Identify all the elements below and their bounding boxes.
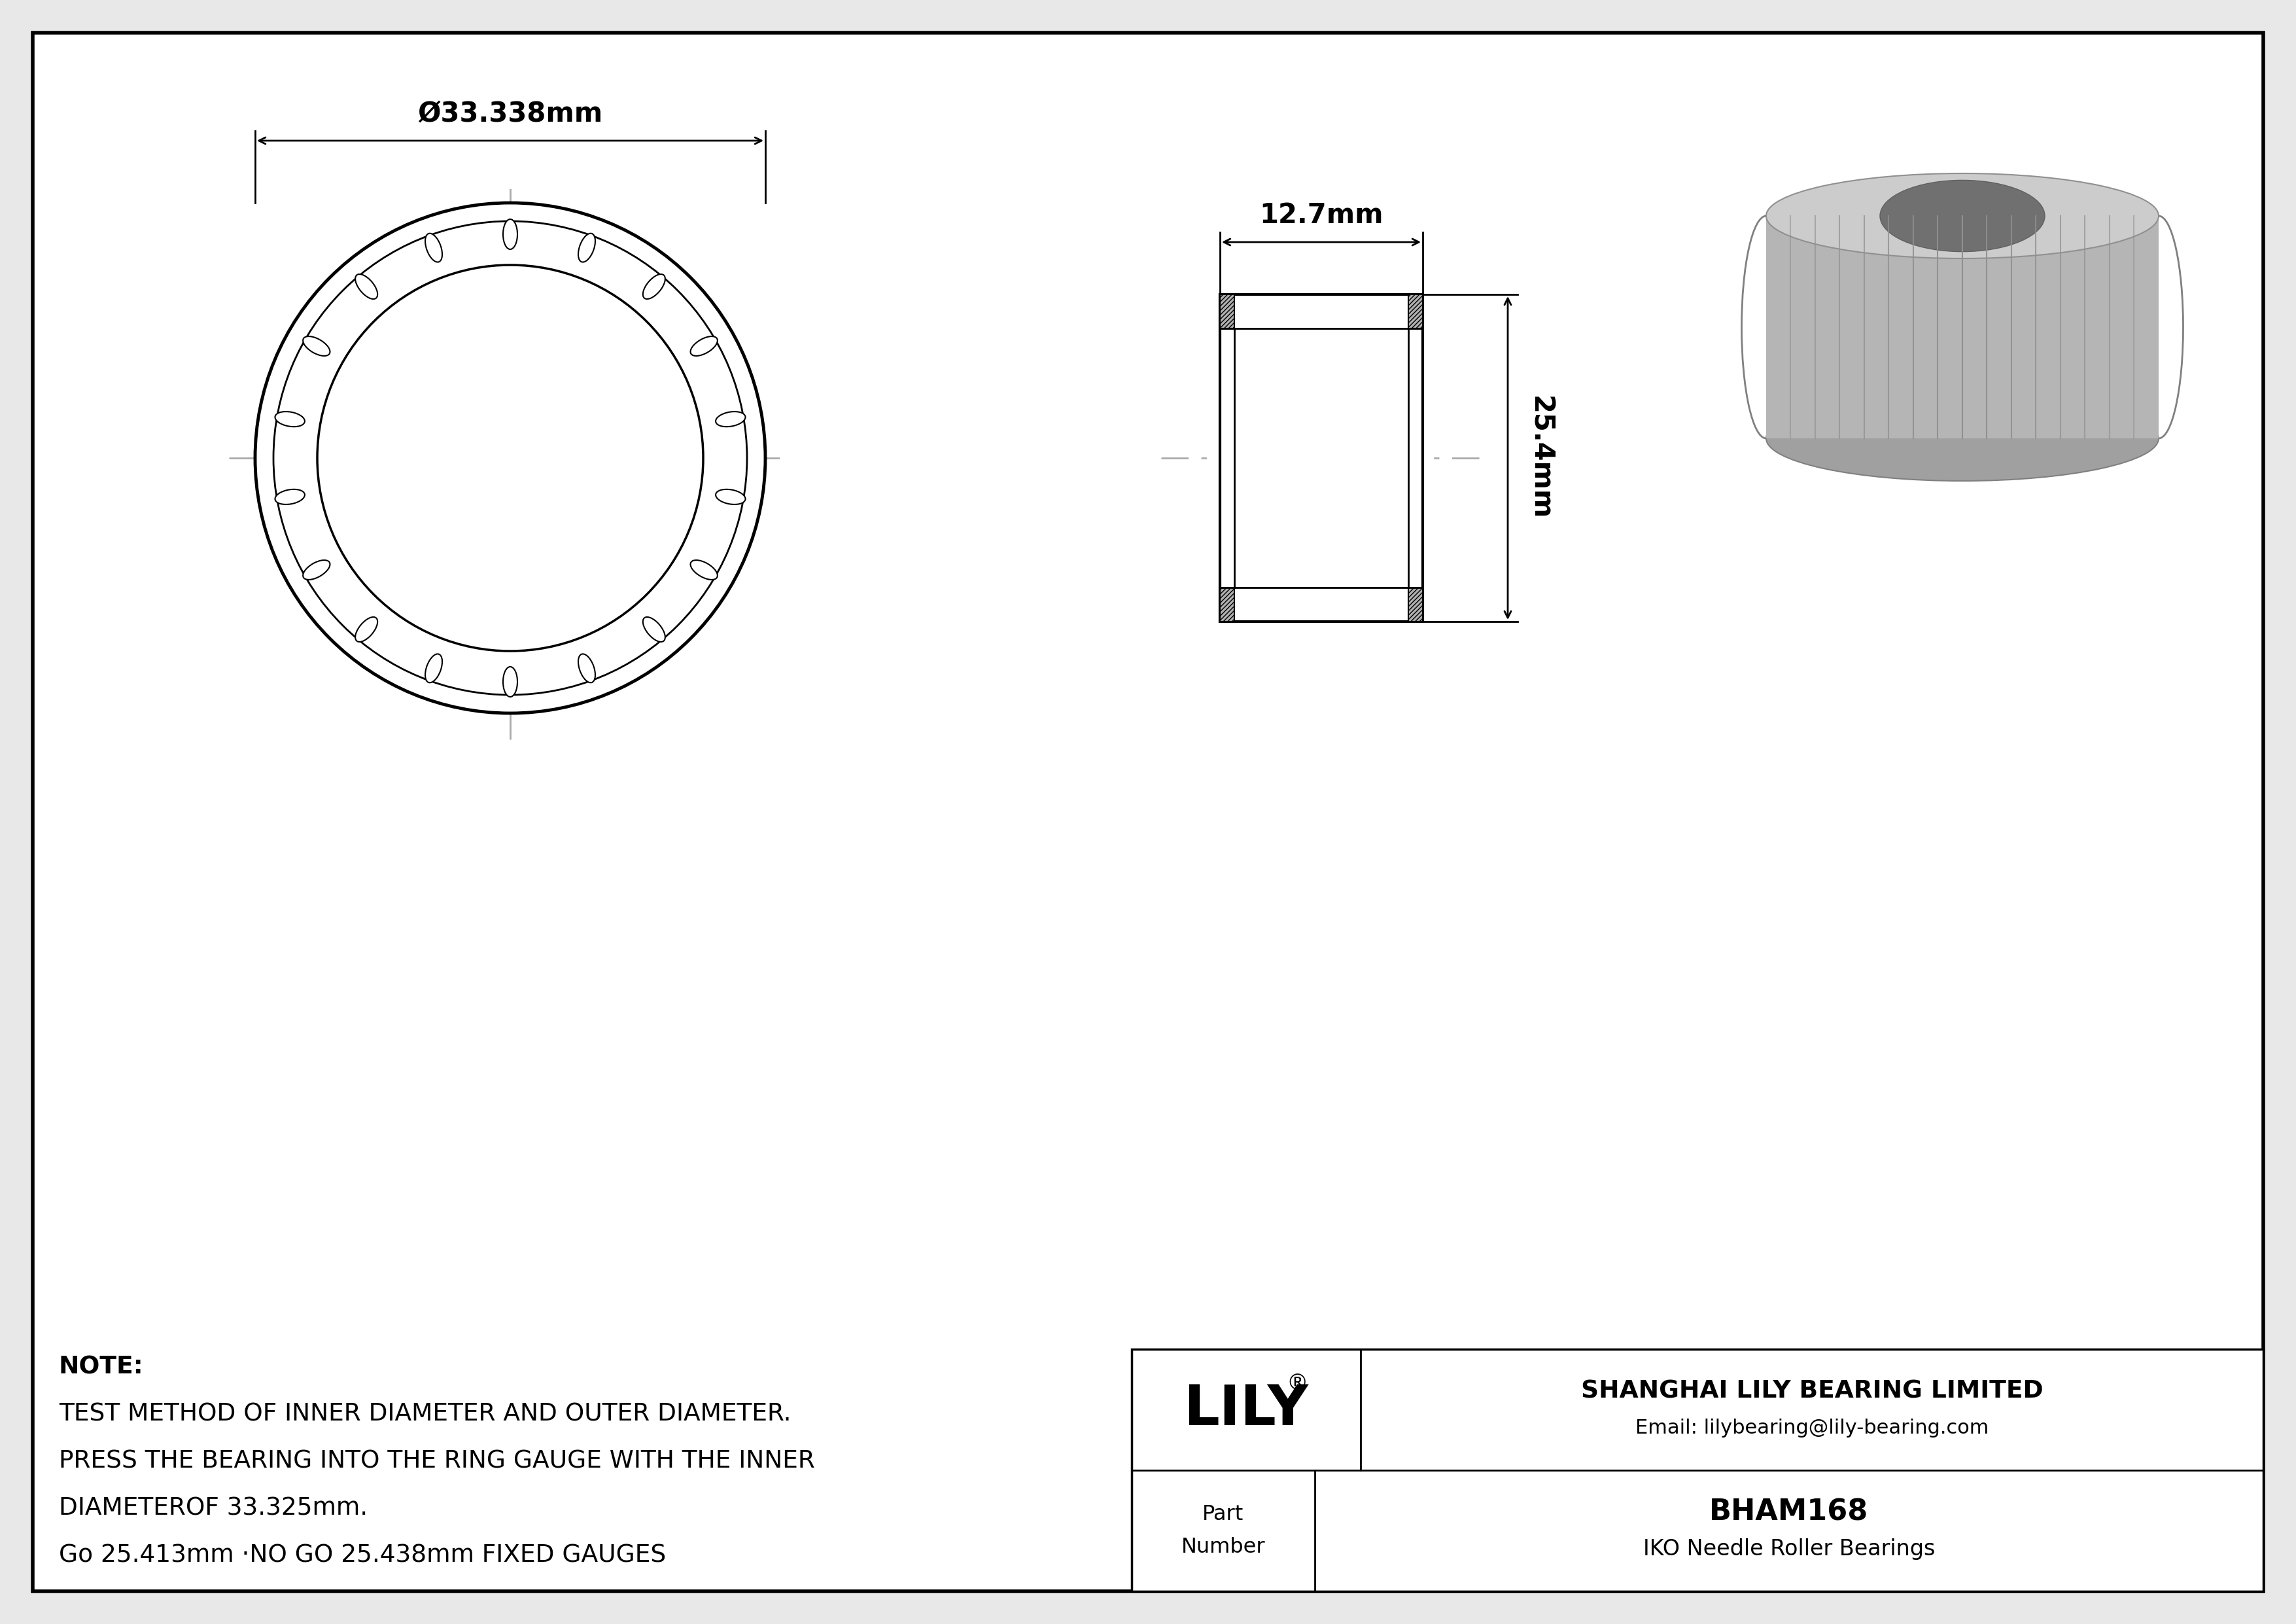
- Bar: [1219, 294, 1235, 328]
- Bar: [1766, 216, 2158, 438]
- Bar: [1407, 588, 1424, 622]
- Text: Ø33.338mm: Ø33.338mm: [418, 101, 604, 128]
- Bar: [1219, 294, 1424, 622]
- Ellipse shape: [503, 667, 517, 697]
- Bar: [1407, 294, 1424, 328]
- Ellipse shape: [691, 336, 716, 356]
- Ellipse shape: [1766, 174, 2158, 258]
- Ellipse shape: [303, 560, 331, 580]
- Text: IKO Needle Roller Bearings: IKO Needle Roller Bearings: [1644, 1538, 1936, 1561]
- Text: Number: Number: [1180, 1536, 1265, 1557]
- Text: 12.7mm: 12.7mm: [1261, 201, 1382, 229]
- Text: Part: Part: [1203, 1504, 1244, 1525]
- Ellipse shape: [716, 411, 746, 427]
- Bar: [1407, 294, 1424, 328]
- Ellipse shape: [276, 489, 305, 505]
- Ellipse shape: [276, 411, 305, 427]
- Ellipse shape: [425, 654, 443, 682]
- Bar: [1407, 588, 1424, 622]
- Text: NOTE:: NOTE:: [60, 1356, 145, 1379]
- Ellipse shape: [303, 336, 331, 356]
- Bar: [1132, 1350, 2264, 1592]
- Text: LILY: LILY: [1185, 1382, 1309, 1437]
- Text: TEST METHOD OF INNER DIAMETER AND OUTER DIAMETER.: TEST METHOD OF INNER DIAMETER AND OUTER …: [60, 1403, 792, 1426]
- Ellipse shape: [1766, 396, 2158, 481]
- Ellipse shape: [356, 617, 377, 641]
- Ellipse shape: [425, 234, 443, 261]
- Ellipse shape: [716, 489, 746, 505]
- Text: ®: ®: [1286, 1372, 1309, 1395]
- Text: DIAMETEROF 33.325mm.: DIAMETEROF 33.325mm.: [60, 1497, 367, 1520]
- Bar: [1219, 588, 1235, 622]
- Text: SHANGHAI LILY BEARING LIMITED: SHANGHAI LILY BEARING LIMITED: [1580, 1380, 2043, 1403]
- Text: Email: lilybearing@lily-bearing.com: Email: lilybearing@lily-bearing.com: [1635, 1418, 1988, 1437]
- Circle shape: [273, 221, 746, 695]
- Ellipse shape: [356, 274, 377, 299]
- Bar: [1219, 294, 1235, 328]
- Text: BHAM168: BHAM168: [1711, 1499, 1869, 1527]
- Text: PRESS THE BEARING INTO THE RING GAUGE WITH THE INNER: PRESS THE BEARING INTO THE RING GAUGE WI…: [60, 1450, 815, 1473]
- Circle shape: [317, 265, 703, 651]
- Ellipse shape: [643, 274, 666, 299]
- Circle shape: [255, 203, 765, 713]
- Text: Go 25.413mm ·NO GO 25.438mm FIXED GAUGES: Go 25.413mm ·NO GO 25.438mm FIXED GAUGES: [60, 1544, 666, 1567]
- Ellipse shape: [579, 654, 595, 682]
- Bar: [1219, 588, 1235, 622]
- Ellipse shape: [691, 560, 716, 580]
- Ellipse shape: [579, 234, 595, 261]
- Ellipse shape: [1880, 180, 2046, 252]
- Ellipse shape: [643, 617, 666, 641]
- Ellipse shape: [503, 219, 517, 250]
- Text: 25.4mm: 25.4mm: [1527, 396, 1554, 520]
